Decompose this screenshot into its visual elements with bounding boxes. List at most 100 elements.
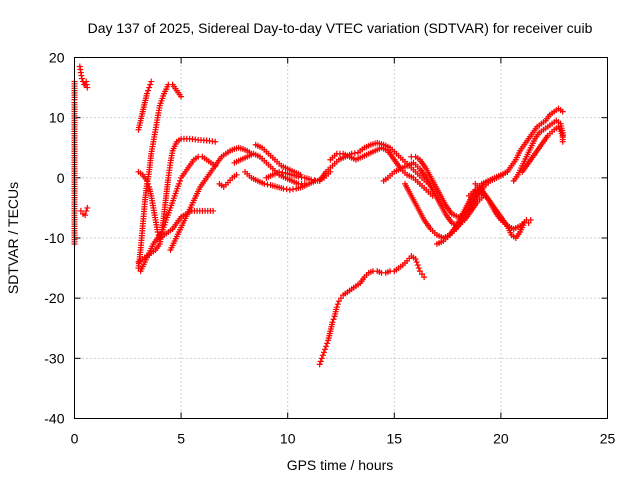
series-arc-aa	[519, 123, 566, 175]
series-arc-o	[263, 168, 334, 184]
data-point	[286, 186, 293, 193]
x-tick-label: 20	[493, 431, 509, 447]
series-arc-z	[510, 117, 566, 184]
x-axis-label: GPS time / hours	[287, 457, 394, 473]
grid-lines	[74, 57, 608, 419]
data-point	[320, 349, 327, 356]
y-axis-label: SDTVAR / TECUs	[5, 182, 21, 294]
x-tick-label: 25	[600, 431, 616, 447]
data-point	[145, 87, 152, 94]
data-point	[412, 256, 419, 263]
data-point	[559, 132, 566, 139]
data-point	[322, 346, 329, 353]
data-point	[261, 180, 268, 187]
data-point	[145, 180, 152, 187]
data-point	[84, 204, 91, 211]
data-point	[146, 84, 153, 91]
data-point	[280, 185, 287, 192]
data-point	[500, 171, 507, 178]
data-point	[83, 207, 90, 214]
data-point	[143, 177, 150, 184]
data-point	[323, 343, 330, 350]
data-point	[559, 138, 566, 145]
data-point	[317, 358, 324, 365]
data-point	[351, 150, 358, 157]
data-point	[295, 173, 302, 180]
data-point	[82, 212, 89, 219]
data-point	[333, 304, 340, 311]
data-point	[276, 168, 283, 175]
series-arc-b	[76, 63, 91, 91]
data-point	[210, 207, 217, 214]
plot-frame	[74, 57, 608, 419]
data-point	[329, 319, 336, 326]
data-point	[143, 90, 150, 97]
data-point	[78, 75, 85, 82]
data-point	[283, 186, 290, 193]
data-point	[334, 301, 341, 308]
series-arc-k	[216, 171, 240, 190]
chart-title: Day 137 of 2025, Sidereal Day-to-day VTE…	[88, 20, 593, 36]
data-point	[527, 216, 534, 223]
series-arc-p	[316, 253, 428, 368]
data-point	[414, 262, 421, 269]
data-point	[177, 177, 184, 184]
x-tick-label: 0	[71, 431, 79, 447]
data-point	[212, 162, 219, 169]
y-tick-label: 10	[49, 110, 65, 126]
data-point	[233, 171, 240, 178]
data-point	[279, 169, 286, 176]
series-arc-j	[167, 144, 255, 254]
x-tick-label: 10	[280, 431, 296, 447]
data-point	[77, 207, 84, 214]
data-point	[264, 181, 271, 188]
data-point	[290, 186, 297, 193]
x-tick-label: 15	[387, 431, 403, 447]
data-point	[316, 361, 323, 368]
data-point	[525, 219, 532, 226]
data-point	[338, 295, 344, 302]
y-tick-label: -30	[44, 350, 64, 366]
data-point	[175, 180, 182, 187]
data-point	[419, 271, 426, 278]
y-tick-label: -20	[44, 290, 64, 306]
data-point	[147, 81, 154, 88]
series-arc-d	[135, 78, 155, 133]
y-tick-label: -40	[44, 411, 64, 427]
x-tick-label: 5	[177, 431, 185, 447]
series-arc-e	[135, 81, 185, 272]
series-arc-i	[154, 153, 219, 241]
data-point	[485, 177, 492, 184]
data-point	[298, 174, 305, 181]
tick-labels: 0 5 10 15 20 25 -40 -30 -20 -10 0 10 20	[44, 50, 615, 447]
data-point	[421, 274, 428, 281]
series-arc-x	[472, 180, 534, 232]
data-point	[318, 355, 325, 362]
data-point	[178, 93, 185, 100]
series-arc-f	[135, 135, 219, 266]
series-arc-u	[408, 153, 507, 220]
data-point	[559, 108, 566, 115]
series-arc-q	[316, 139, 432, 187]
data-point	[415, 265, 422, 272]
y-tick-label: 0	[57, 170, 65, 186]
series-arc-r	[327, 144, 436, 199]
data-point	[319, 352, 326, 359]
data-point	[324, 340, 331, 347]
series-arc-y	[504, 105, 566, 175]
data-point	[148, 78, 155, 85]
data-point	[335, 298, 342, 305]
data-point	[308, 176, 315, 183]
data-point	[311, 177, 318, 184]
data-point	[84, 84, 91, 91]
series-arc-c	[77, 204, 91, 219]
y-tick-label: 20	[49, 50, 65, 66]
y-tick-label: -10	[44, 230, 64, 246]
data-point	[330, 316, 337, 323]
data-point	[416, 268, 423, 275]
series-arc-m	[242, 168, 319, 193]
data-point	[413, 259, 420, 266]
data-point	[212, 138, 219, 145]
